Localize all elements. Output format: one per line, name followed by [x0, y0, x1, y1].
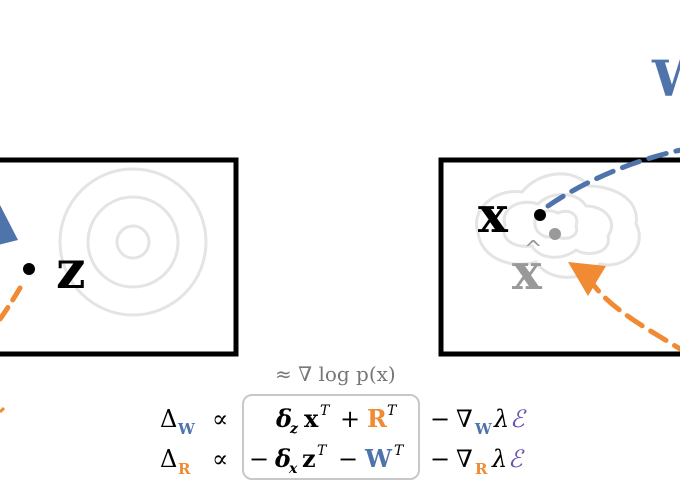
- eq1-x-sup: T: [320, 403, 331, 419]
- eq1-R: R: [367, 404, 388, 433]
- eq1-plus: +: [340, 405, 360, 433]
- eq1-energy: ℰ: [510, 405, 527, 433]
- recon-hat-mark: ^: [524, 237, 542, 262]
- orange-dashed-arrow-left: [0, 285, 23, 324]
- eq1-delta-lower: δ: [275, 404, 292, 433]
- eq1-lambda: λ: [493, 405, 509, 433]
- orange-arrowhead-decoder: [568, 262, 606, 296]
- eq1-minus: −: [430, 405, 450, 433]
- eq1-nabla-sub-W: W: [474, 420, 493, 438]
- eq2-energy: ℰ: [508, 445, 525, 473]
- data-contour-inner: [533, 209, 579, 240]
- score-highlight-box: [242, 394, 420, 480]
- eq2-nabla: ∇: [456, 445, 473, 473]
- latent-label-z: z: [56, 240, 86, 301]
- orange-dashed-arrow-decoder: [587, 277, 680, 352]
- eq1-delta: Δ: [160, 405, 177, 433]
- eq2-lambda: λ: [491, 445, 507, 473]
- data-label-x: x: [478, 185, 509, 244]
- recon-point-xhat: [549, 228, 561, 240]
- equation-line-R: Δ R ∝ − δ x z T − W T − ∇ R λ ℰ: [160, 443, 525, 478]
- eq2-z-sup: T: [317, 443, 328, 459]
- data-density-contours: [475, 172, 641, 279]
- data-contour-middle: [502, 193, 614, 259]
- equation-line-W: Δ W ∝ δ z x T + R T − ∇ W λ ℰ: [160, 403, 527, 438]
- prior-contour-outer: [58, 167, 208, 317]
- orange-dash-fragment: [0, 406, 6, 414]
- eq2-propto: ∝: [212, 445, 228, 473]
- blue-arrowhead-left: [0, 205, 18, 245]
- score-approx-note: ≈ ∇ log p(x): [275, 362, 396, 386]
- eq2-nabla-sub-R: R: [475, 460, 488, 478]
- latent-point-z: [23, 263, 35, 275]
- eq2-delta-lower-sub: x: [288, 461, 298, 477]
- blue-dashed-arrow-encoder: [545, 147, 680, 209]
- eq1-R-sup: T: [387, 403, 398, 419]
- weight-label-W-partial: W: [651, 49, 680, 108]
- eq2-delta-lower: δ: [274, 444, 291, 473]
- eq1-delta-sub-W: W: [177, 420, 196, 438]
- eq2-minus: −: [430, 445, 450, 473]
- update-equations: ≈ ∇ log p(x) Δ W ∝ δ z x T + R T − ∇ W λ…: [160, 362, 527, 480]
- eq1-propto: ∝: [212, 405, 228, 433]
- eq2-minus-inner: −: [338, 445, 358, 473]
- eq2-W: W: [364, 444, 393, 473]
- prior-contour-inner: [115, 224, 151, 260]
- data-space-panel: x ^ x: [438, 147, 680, 357]
- eq2-lead-minus: −: [249, 445, 269, 473]
- eq2-z: z: [302, 444, 316, 473]
- eq1-nabla: ∇: [456, 405, 473, 433]
- recon-label-xhat: x: [512, 242, 543, 301]
- eq1-x: x: [304, 404, 319, 433]
- latent-space-box: [0, 157, 239, 357]
- prior-contour-middle: [86, 195, 180, 289]
- eq2-delta: Δ: [160, 445, 177, 473]
- eq2-W-sup: T: [394, 443, 405, 459]
- prior-contours: [58, 167, 208, 317]
- data-contour-outer: [475, 172, 641, 279]
- latent-space-panel: z: [0, 157, 239, 357]
- data-point-x: [534, 209, 546, 221]
- eq1-delta-lower-sub: z: [289, 421, 299, 437]
- eq2-delta-sub-R: R: [178, 460, 191, 478]
